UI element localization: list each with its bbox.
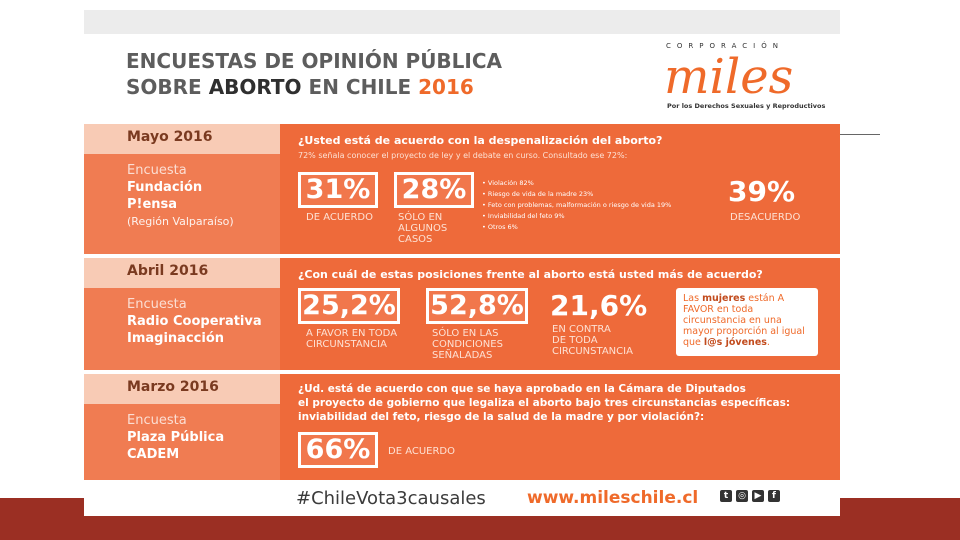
question: ¿Usted está de acuerdo con la despenaliz…: [298, 134, 663, 147]
caption-line: CONDICIONES: [432, 339, 503, 350]
stat-box: 31%: [298, 172, 378, 208]
date-label: Abril 2016: [127, 263, 209, 279]
stat-caption: DE ACUERDO: [388, 446, 456, 457]
caption-line: SÓLO EN LAS: [432, 328, 499, 339]
survey-info: Abril 2016 Encuesta Radio Cooperativa Im…: [84, 258, 280, 370]
facebook-icon[interactable]: f: [768, 490, 780, 502]
top-decoration: [84, 10, 840, 34]
website-link[interactable]: www.mileschile.cl: [527, 488, 699, 508]
youtube-icon[interactable]: ▶: [752, 490, 764, 502]
stat-caption: DE ACUERDO: [306, 212, 374, 223]
source-name: Radio Cooperativa: [127, 314, 262, 329]
list-item: Violación 82%: [482, 178, 671, 189]
stat-caption: DESACUERDO: [730, 212, 801, 223]
instagram-icon[interactable]: ◎: [736, 490, 748, 502]
hashtag: #ChileVota3causales: [296, 488, 486, 509]
stat-value: 28%: [401, 174, 467, 205]
survey-label: Encuesta: [127, 163, 187, 178]
survey-info: Mayo 2016 Encuesta Fundación P!ensa (Reg…: [84, 124, 280, 254]
survey-section-marzo: Marzo 2016 Encuesta Plaza Pública CADEM …: [84, 374, 840, 480]
source-region: (Región Valparaíso): [127, 215, 234, 228]
caption-line: A FAVOR EN TODA: [306, 328, 398, 339]
twitter-icon[interactable]: t: [720, 490, 732, 502]
question-line: el proyecto de gobierno que legaliza el …: [298, 397, 791, 409]
list-item: Otros 6%: [482, 222, 671, 233]
title-mid: EN CHILE: [301, 75, 419, 99]
logo-subtitle: Por los Derechos Sexuales y Reproductivo…: [667, 102, 826, 110]
survey-date: Abril 2016: [84, 258, 280, 288]
list-item: Inviabilidad del feto 9%: [482, 211, 671, 222]
reason-list: Violación 82% Riesgo de vida de la madre…: [482, 178, 671, 233]
stat-caption: EN CONTRA DE TODA CIRCUNSTANCIA: [552, 324, 633, 357]
survey-date: Mayo 2016: [84, 124, 280, 154]
stat-box: 28%: [394, 172, 474, 208]
title-year: 2016: [418, 75, 474, 99]
caption-line: DE TODA: [552, 335, 598, 346]
survey-source: Encuesta Fundación P!ensa (Región Valpar…: [127, 162, 234, 230]
survey-date: Marzo 2016: [84, 374, 280, 404]
callout-note: Las mujeres están A FAVOR en toda circun…: [676, 288, 818, 356]
survey-source: Encuesta Plaza Pública CADEM: [127, 412, 224, 463]
list-item: Feto con problemas, malformación o riesg…: [482, 200, 671, 211]
caption-line: CASOS: [398, 234, 433, 245]
stat-box: 66%: [298, 432, 378, 468]
stat-box: 25,2%: [298, 288, 400, 324]
callout-emph: mujeres: [702, 293, 746, 304]
caption-line: CIRCUNSTANCIA: [306, 339, 387, 350]
survey-section-abril: Abril 2016 Encuesta Radio Cooperativa Im…: [84, 258, 840, 370]
caption-line: EN CONTRA: [552, 324, 611, 335]
question: ¿Ud. está de acuerdo con que se haya apr…: [298, 382, 790, 424]
title-line2: SOBRE ABORTO EN CHILE 2016: [126, 74, 646, 100]
source-name: Plaza Pública: [127, 430, 225, 445]
question-line: ¿Ud. está de acuerdo con que se haya apr…: [298, 383, 746, 395]
date-label: Mayo 2016: [127, 129, 213, 145]
social-icons: t ◎ ▶ f: [720, 490, 780, 502]
note: 72% señala conocer el proyecto de ley y …: [298, 151, 628, 160]
stat-value: 52,8%: [430, 290, 524, 321]
survey-label: Encuesta: [127, 413, 187, 428]
survey-info: Marzo 2016 Encuesta Plaza Pública CADEM: [84, 374, 280, 480]
title-line1: ENCUESTAS DE OPINIÓN PÚBLICA: [126, 49, 503, 73]
caption-line: ALGUNOS: [398, 223, 448, 234]
stat-value: 25,2%: [302, 290, 396, 321]
callout-text: .: [766, 337, 770, 348]
source-name: Fundación: [127, 180, 203, 195]
stat-box: 52,8%: [426, 288, 528, 324]
caption-line: SÓLO EN: [398, 212, 443, 223]
source-name: Imaginacción: [127, 331, 224, 346]
survey-label: Encuesta: [127, 297, 187, 312]
stat-caption: SÓLO EN LAS CONDICIONES SEÑALADAS: [432, 328, 503, 361]
callout-emph: l@s jóvenes: [703, 337, 767, 348]
stat-value: 39%: [728, 175, 796, 208]
stat-caption: SÓLO EN ALGUNOS CASOS: [398, 212, 447, 245]
survey-section-mayo: Mayo 2016 Encuesta Fundación P!ensa (Reg…: [84, 124, 840, 254]
title-aborto: ABORTO: [208, 75, 302, 99]
caption-line: CIRCUNSTANCIA: [552, 346, 633, 357]
divider-line: [838, 134, 880, 135]
footer: #ChileVota3causales www.mileschile.cl t …: [84, 480, 840, 516]
stat-value: 31%: [305, 174, 371, 205]
callout-text: Las: [683, 293, 703, 304]
caption-line: SEÑALADAS: [432, 350, 493, 361]
question: ¿Con cuál de estas posiciones frente al …: [298, 268, 763, 281]
page-title: ENCUESTAS DE OPINIÓN PÚBLICA SOBRE ABORT…: [126, 48, 646, 100]
list-item: Riesgo de vida de la madre 23%: [482, 189, 671, 200]
stat-caption: A FAVOR EN TODA CIRCUNSTANCIA: [306, 328, 397, 350]
date-label: Marzo 2016: [127, 379, 219, 395]
infographic: ENCUESTAS DE OPINIÓN PÚBLICA SOBRE ABORT…: [84, 34, 840, 516]
callout-text: están A FAVOR en toda circunstancia en u…: [683, 293, 805, 348]
source-name: CADEM: [127, 447, 180, 462]
question-line: inviabilidad del feto, riesgo de la salu…: [298, 411, 705, 423]
stat-value: 21,6%: [550, 289, 648, 322]
logo: miles: [664, 49, 794, 105]
stat-value: 66%: [305, 434, 371, 465]
source-name: P!ensa: [127, 197, 178, 212]
survey-source: Encuesta Radio Cooperativa Imaginacción: [127, 296, 262, 347]
logo-corporacion: CORPORACIÓN: [666, 42, 784, 50]
title-pre: SOBRE: [126, 75, 209, 99]
